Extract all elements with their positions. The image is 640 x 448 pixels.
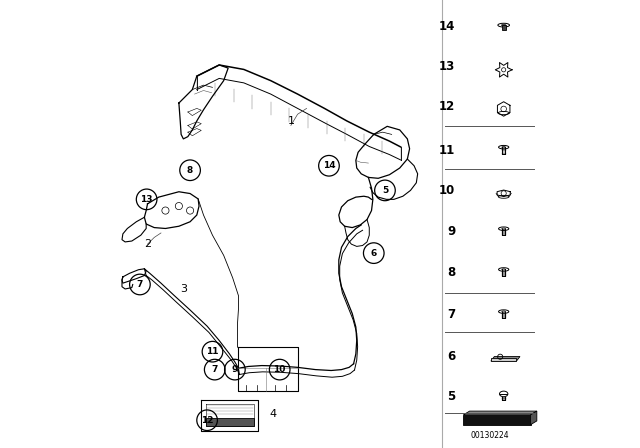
Text: 7: 7 xyxy=(447,308,455,321)
Text: 8: 8 xyxy=(187,166,193,175)
Text: 13: 13 xyxy=(140,195,153,204)
Text: 6: 6 xyxy=(447,349,455,363)
Polygon shape xyxy=(463,411,537,415)
Text: 1: 1 xyxy=(287,116,294,126)
Text: 9: 9 xyxy=(447,225,455,238)
Polygon shape xyxy=(491,357,520,361)
Text: 10: 10 xyxy=(273,365,286,374)
Text: 2: 2 xyxy=(144,239,151,249)
Polygon shape xyxy=(206,418,253,426)
Text: 9: 9 xyxy=(232,365,238,374)
Text: 7: 7 xyxy=(137,280,143,289)
Text: 11: 11 xyxy=(206,347,219,356)
Text: 10: 10 xyxy=(439,184,455,197)
Text: 00130224: 00130224 xyxy=(470,431,509,440)
Text: 6: 6 xyxy=(371,249,377,258)
Text: 12: 12 xyxy=(439,100,455,113)
Polygon shape xyxy=(463,415,531,425)
Text: 7: 7 xyxy=(212,365,218,374)
Text: 14: 14 xyxy=(439,20,455,34)
Polygon shape xyxy=(531,411,537,425)
Text: 5: 5 xyxy=(447,390,455,403)
Text: 4: 4 xyxy=(269,409,276,419)
Text: 13: 13 xyxy=(439,60,455,73)
Text: 3: 3 xyxy=(180,284,187,294)
Text: 11: 11 xyxy=(439,143,455,157)
Text: 8: 8 xyxy=(447,266,455,279)
Text: 12: 12 xyxy=(201,416,213,425)
Text: 14: 14 xyxy=(323,161,335,170)
Text: 5: 5 xyxy=(382,186,388,195)
Polygon shape xyxy=(491,358,516,361)
Polygon shape xyxy=(502,25,506,30)
